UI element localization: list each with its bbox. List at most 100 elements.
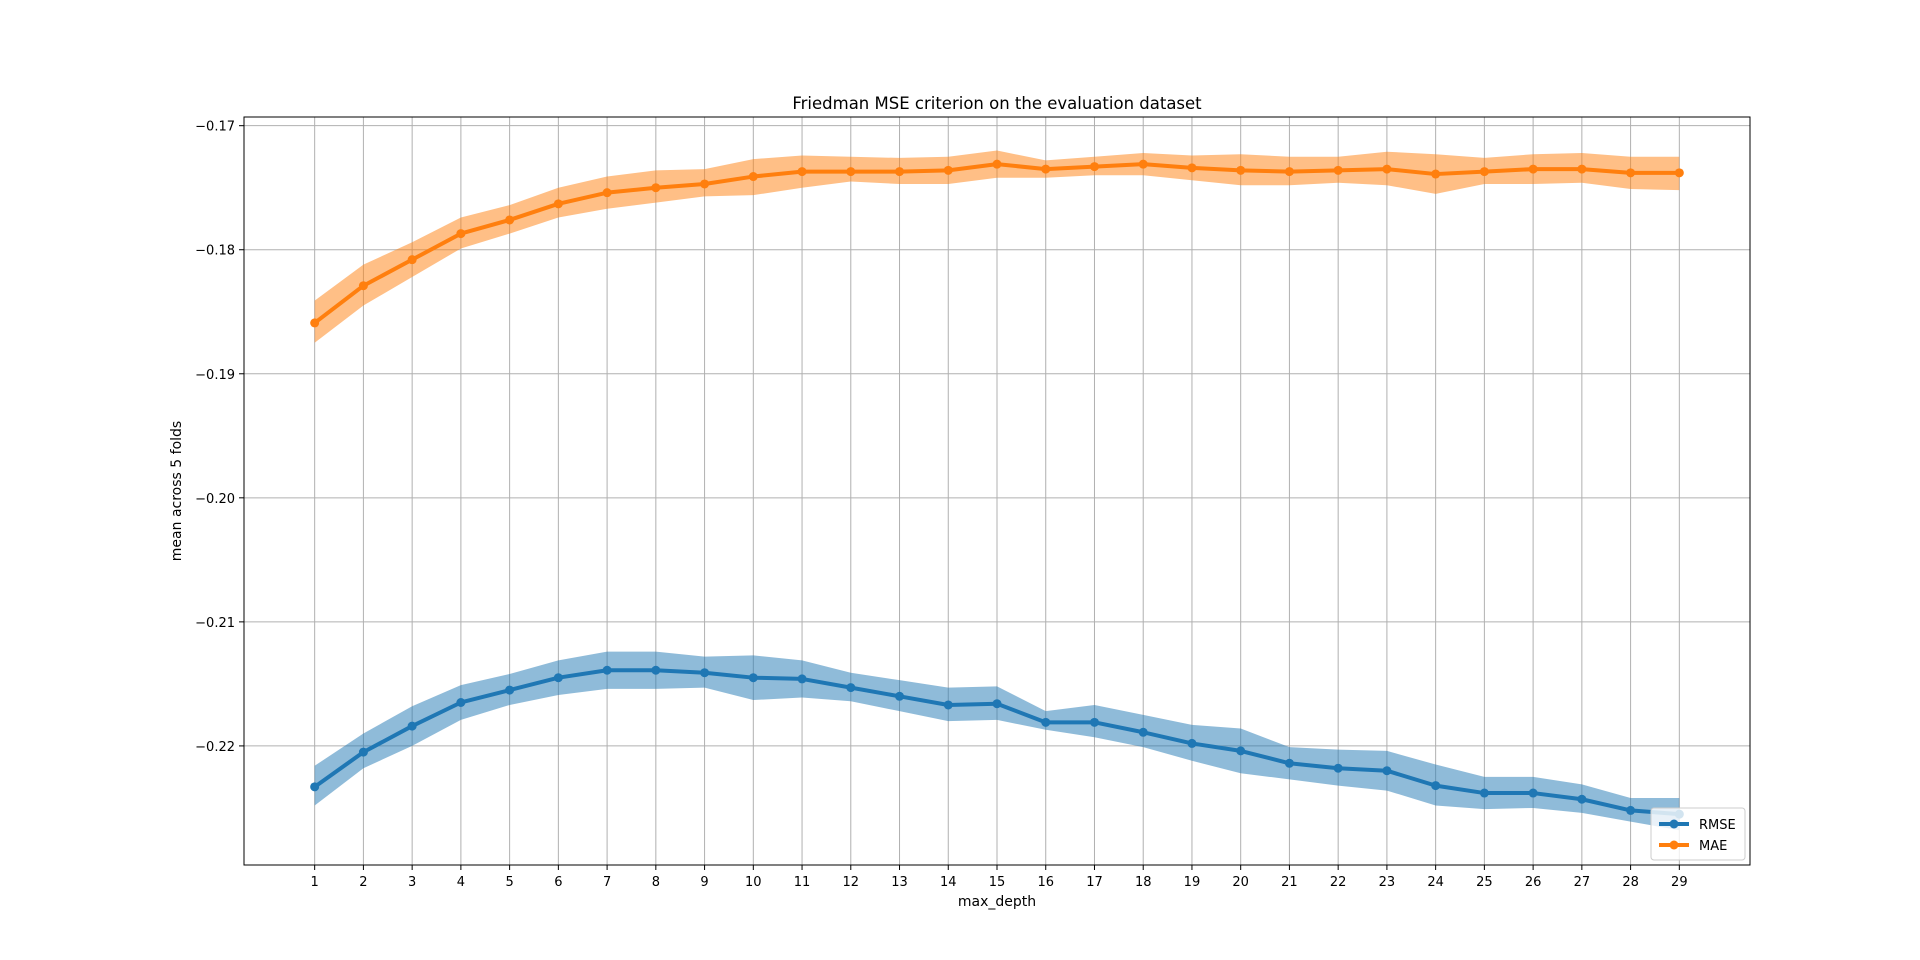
x-tick-label: 17 bbox=[1086, 875, 1103, 890]
rmse-point bbox=[1138, 727, 1148, 737]
y-axis-label: mean across 5 folds bbox=[169, 421, 185, 561]
rmse-point bbox=[1041, 717, 1051, 727]
x-tick-label: 13 bbox=[891, 875, 908, 890]
x-tick-label: 28 bbox=[1622, 875, 1639, 890]
y-tick-label: −0.21 bbox=[195, 616, 235, 631]
mae-point bbox=[895, 167, 905, 177]
mae-point bbox=[310, 318, 320, 328]
rmse-point bbox=[1284, 758, 1294, 768]
y-tick-label: −0.17 bbox=[195, 120, 235, 135]
rmse-point bbox=[1187, 738, 1197, 748]
x-tick-label: 25 bbox=[1476, 875, 1493, 890]
y-tick-label: −0.22 bbox=[195, 740, 235, 755]
rmse-point bbox=[505, 685, 515, 695]
x-tick-label: 2 bbox=[359, 875, 367, 890]
rmse-point bbox=[651, 665, 661, 675]
rmse-point bbox=[748, 673, 758, 683]
y-tick-label: −0.18 bbox=[195, 244, 235, 259]
x-tick-label: 24 bbox=[1427, 875, 1444, 890]
legend-mae-label: MAE bbox=[1699, 839, 1727, 854]
legend: RMSE MAE bbox=[1650, 807, 1746, 861]
y-tick-label: −0.19 bbox=[195, 368, 235, 383]
chart-title: Friedman MSE criterion on the evaluation… bbox=[792, 94, 1202, 113]
mae-point bbox=[797, 167, 807, 177]
mae-band bbox=[314, 150, 1680, 343]
x-tick-label: 20 bbox=[1232, 875, 1249, 890]
x-tick-label: 3 bbox=[408, 875, 416, 890]
x-tick-label: 26 bbox=[1525, 875, 1542, 890]
mae-point bbox=[1431, 169, 1441, 179]
mae-point bbox=[1382, 164, 1392, 174]
x-tick-label: 23 bbox=[1379, 875, 1396, 890]
mae-point bbox=[846, 167, 856, 177]
x-tick-label: 19 bbox=[1184, 875, 1201, 890]
x-tick-label: 21 bbox=[1281, 875, 1298, 890]
rmse-point bbox=[992, 699, 1002, 709]
mae-point bbox=[1187, 163, 1197, 173]
rmse-band bbox=[314, 651, 1680, 831]
rmse-point bbox=[1333, 763, 1343, 773]
mae-point bbox=[1236, 165, 1246, 175]
x-tick-label: 12 bbox=[843, 875, 860, 890]
x-tick-label: 14 bbox=[940, 875, 957, 890]
rmse-point bbox=[553, 673, 563, 683]
mae-point bbox=[602, 188, 612, 198]
mae-point bbox=[700, 179, 710, 189]
rmse-point bbox=[1626, 805, 1636, 815]
mae-point bbox=[1479, 167, 1489, 177]
x-tick-label: 4 bbox=[457, 875, 465, 890]
mae-point bbox=[992, 159, 1002, 169]
x-tick-label: 7 bbox=[603, 875, 611, 890]
mae-point bbox=[1284, 167, 1294, 177]
rmse-point bbox=[1528, 788, 1538, 798]
rmse-point bbox=[456, 697, 466, 707]
rmse-point bbox=[1382, 766, 1392, 776]
confidence-bands bbox=[314, 150, 1680, 831]
rmse-point bbox=[1431, 781, 1441, 791]
x-tick-label: 1 bbox=[311, 875, 319, 890]
mae-point bbox=[651, 183, 661, 193]
x-axis-label: max_depth bbox=[958, 894, 1036, 910]
x-axis-ticks: 1 2 3 4 5 6 7 8 9 10 11 12 13 14 15 16 17 18 19 20 21 22 23 24 2… bbox=[311, 865, 1688, 890]
mae-point bbox=[1528, 164, 1538, 174]
rmse-point bbox=[1577, 794, 1587, 804]
mae-point bbox=[1138, 159, 1148, 169]
x-tick-label: 10 bbox=[745, 875, 762, 890]
mae-point bbox=[407, 255, 417, 265]
mae-point bbox=[1041, 164, 1051, 174]
x-tick-label: 9 bbox=[700, 875, 708, 890]
mae-point bbox=[1626, 168, 1636, 178]
mae-point bbox=[1333, 165, 1343, 175]
rmse-point bbox=[846, 683, 856, 693]
rmse-point bbox=[407, 721, 417, 731]
mae-point bbox=[505, 215, 515, 225]
x-tick-label: 29 bbox=[1671, 875, 1688, 890]
mae-point bbox=[553, 199, 563, 209]
mae-point bbox=[943, 165, 953, 175]
mae-point bbox=[456, 229, 466, 239]
y-axis-ticks: −0.17 −0.18 −0.19 −0.20 −0.21 −0.22 bbox=[195, 120, 244, 755]
rmse-point bbox=[700, 668, 710, 678]
mae-point bbox=[1674, 168, 1684, 178]
rmse-point bbox=[358, 747, 368, 757]
rmse-point bbox=[943, 700, 953, 710]
rmse-point bbox=[1236, 746, 1246, 756]
rmse-point bbox=[310, 782, 320, 792]
legend-rmse-label: RMSE bbox=[1699, 818, 1736, 833]
x-tick-label: 22 bbox=[1330, 875, 1347, 890]
x-tick-label: 15 bbox=[989, 875, 1006, 890]
rmse-point bbox=[1479, 788, 1489, 798]
x-tick-label: 6 bbox=[554, 875, 562, 890]
series-points bbox=[310, 159, 1684, 819]
x-tick-label: 8 bbox=[652, 875, 660, 890]
mae-point bbox=[358, 281, 368, 291]
rmse-point bbox=[895, 691, 905, 701]
x-tick-label: 18 bbox=[1135, 875, 1152, 890]
rmse-point bbox=[1089, 717, 1099, 727]
legend-mae-marker bbox=[1669, 840, 1679, 850]
mae-point bbox=[748, 172, 758, 182]
x-tick-label: 16 bbox=[1037, 875, 1054, 890]
mae-point bbox=[1089, 162, 1099, 172]
legend-rmse-marker bbox=[1669, 819, 1679, 829]
